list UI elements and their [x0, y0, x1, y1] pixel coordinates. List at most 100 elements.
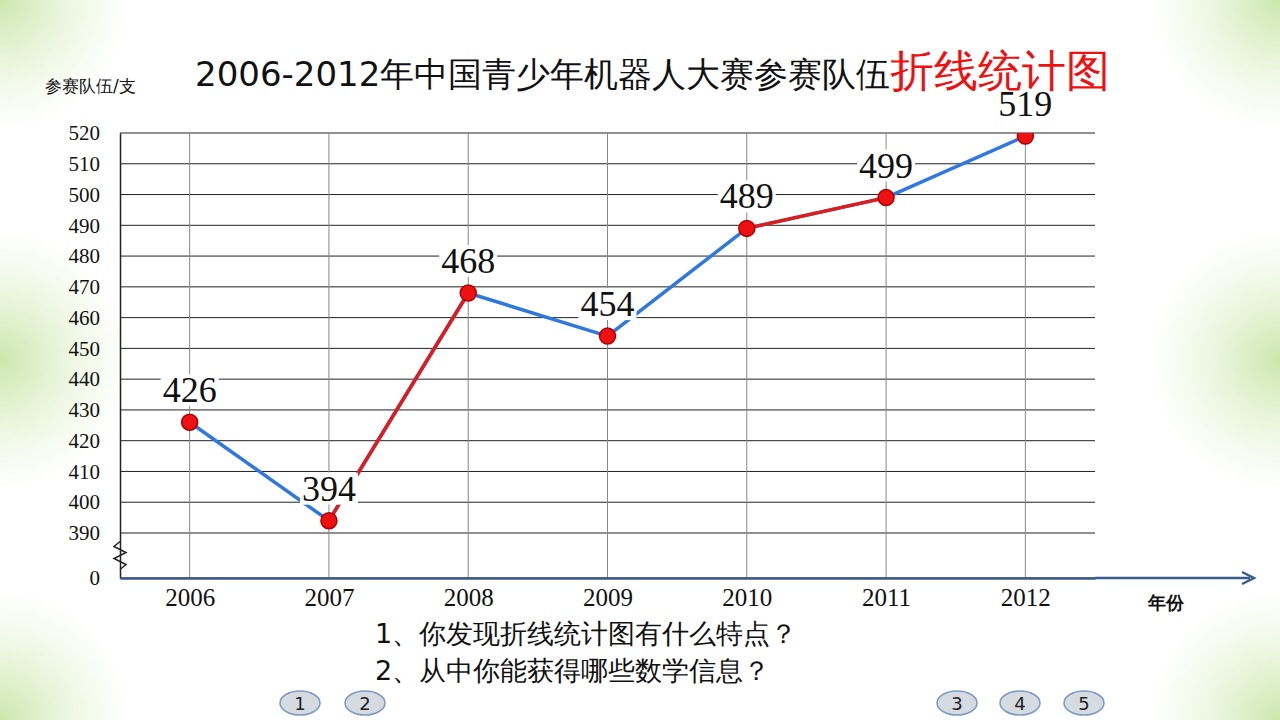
- x-tick-label: 2006: [165, 584, 215, 611]
- data-label: 454: [581, 284, 635, 324]
- y-axis-title: 参赛队伍/支: [45, 76, 136, 96]
- plot-area: [182, 133, 1034, 529]
- y-tick: 450: [69, 337, 121, 361]
- y-tick-label: 440: [69, 367, 101, 391]
- x-tick-label: 2009: [583, 584, 633, 611]
- data-point: [600, 328, 616, 344]
- y-tick: 0: [90, 566, 121, 590]
- y-tick: 410: [69, 460, 121, 484]
- x-axis-arrow-line: [1095, 577, 1250, 580]
- data-label: 499: [859, 146, 913, 186]
- x-tick: 2006: [165, 578, 215, 611]
- x-tick: 2011: [862, 578, 911, 611]
- x-tick-label: 2008: [444, 584, 494, 611]
- nav-button[interactable]: 3: [937, 691, 977, 715]
- y-tick-label: 470: [69, 275, 101, 299]
- title-part: 折线统计图: [890, 45, 1110, 96]
- data-label-group: 454: [579, 284, 637, 324]
- data-point: [1017, 133, 1033, 144]
- y-tick-label: 460: [69, 306, 101, 330]
- y-tick: 500: [69, 183, 121, 207]
- y-tick: 470: [69, 275, 121, 299]
- leaf-corner: [1150, 230, 1280, 490]
- x-tick-label: 2007: [304, 584, 354, 611]
- nav-button[interactable]: 5: [1064, 691, 1104, 715]
- line-series: [190, 136, 1026, 521]
- x-axis: 2006 2007 2008 2009 2010 2011 2012: [121, 578, 1096, 611]
- nav-button-shape[interactable]: [1064, 691, 1104, 715]
- title-part: 2006-2012年中国青少年机器人大赛参赛队伍: [195, 54, 890, 94]
- y-tick: 420: [69, 429, 121, 453]
- y-tick-label: 450: [69, 337, 101, 361]
- y-tick-label: 430: [69, 398, 101, 422]
- data-point: [182, 414, 198, 430]
- nav-button-shape[interactable]: [1000, 691, 1040, 715]
- x-grid-line: [189, 133, 190, 578]
- data-label-group: 489: [718, 176, 776, 216]
- y-tick-label: 410: [69, 460, 101, 484]
- x-tick: 2012: [1001, 578, 1051, 611]
- data-point: [739, 220, 755, 236]
- x-tick-label: 2011: [862, 584, 911, 611]
- x-grid-line: [328, 133, 329, 578]
- y-tick: 460: [69, 306, 121, 330]
- data-point: [460, 285, 476, 301]
- y-tick-label: 420: [69, 429, 101, 453]
- y-tick-label: 0: [90, 566, 101, 590]
- data-label-group: 394: [300, 469, 358, 509]
- y-tick: 490: [69, 214, 121, 238]
- y-tick: 430: [69, 398, 121, 422]
- leaf-corner: [1150, 0, 1280, 130]
- y-axis-line: [120, 134, 122, 579]
- y-tick: 390: [69, 521, 121, 545]
- y-tick-label: 520: [69, 121, 101, 145]
- x-tick: 2007: [304, 578, 354, 611]
- x-grid-line: [607, 133, 608, 578]
- nav-button[interactable]: 1: [280, 691, 320, 715]
- nav-button-shape[interactable]: [937, 691, 977, 715]
- chart-root: 0 390 400 410 420 430 440 450 460 470 480 490 500 510…: [0, 0, 1280, 720]
- axis-break: [114, 542, 126, 570]
- data-point: [321, 513, 337, 529]
- nav-button-label[interactable]: 3: [951, 693, 962, 714]
- background-decor: [0, 0, 1280, 720]
- y-tick-label: 500: [69, 183, 101, 207]
- data-label: 426: [163, 370, 217, 410]
- question: 1、你发现折线统计图有什么特点？: [375, 618, 797, 649]
- y-tick: 440: [69, 367, 121, 391]
- data-label-group: 426: [161, 370, 219, 410]
- x-tick-label: 2012: [1001, 584, 1051, 611]
- y-tick: 520: [69, 121, 121, 145]
- y-tick: 480: [69, 244, 121, 268]
- nav-button-shape[interactable]: [280, 691, 320, 715]
- y-tick-label: 490: [69, 214, 101, 238]
- nav-button-shape[interactable]: [345, 691, 385, 715]
- line-series: [329, 198, 886, 521]
- y-tick-label: 400: [69, 490, 101, 514]
- data-point: [878, 190, 894, 206]
- data-labels: 426394468454489499519: [161, 84, 1055, 509]
- data-label-group: 499: [857, 146, 915, 186]
- x-axis-line: [121, 577, 1096, 580]
- x-tick: 2009: [583, 578, 633, 611]
- y-tick-label: 510: [69, 152, 101, 176]
- y-grid-line: [120, 578, 1095, 579]
- nav-button-label[interactable]: 4: [1014, 693, 1025, 714]
- x-axis-arrow: [1242, 572, 1254, 584]
- x-axis-title: 年份: [1147, 592, 1185, 613]
- nav-button-label[interactable]: 5: [1078, 693, 1089, 714]
- grid: [120, 133, 1095, 578]
- data-label: 468: [441, 241, 495, 281]
- leaf-corner: [0, 590, 130, 720]
- leaf-corner: [0, 230, 130, 490]
- y-tick-label: 480: [69, 244, 101, 268]
- question: 2、从中你能获得哪些数学信息？: [375, 655, 770, 686]
- nav-button-label[interactable]: 1: [294, 693, 305, 714]
- leaf-corner: [0, 0, 130, 130]
- nav-button[interactable]: 2: [345, 691, 385, 715]
- x-tick-label: 2010: [722, 584, 772, 611]
- title: 2006-2012年中国青少年机器人大赛参赛队伍折线统计图: [195, 45, 1110, 96]
- nav-button-label[interactable]: 2: [359, 693, 370, 714]
- y-tick: 400: [69, 490, 121, 514]
- nav-button[interactable]: 4: [1000, 691, 1040, 715]
